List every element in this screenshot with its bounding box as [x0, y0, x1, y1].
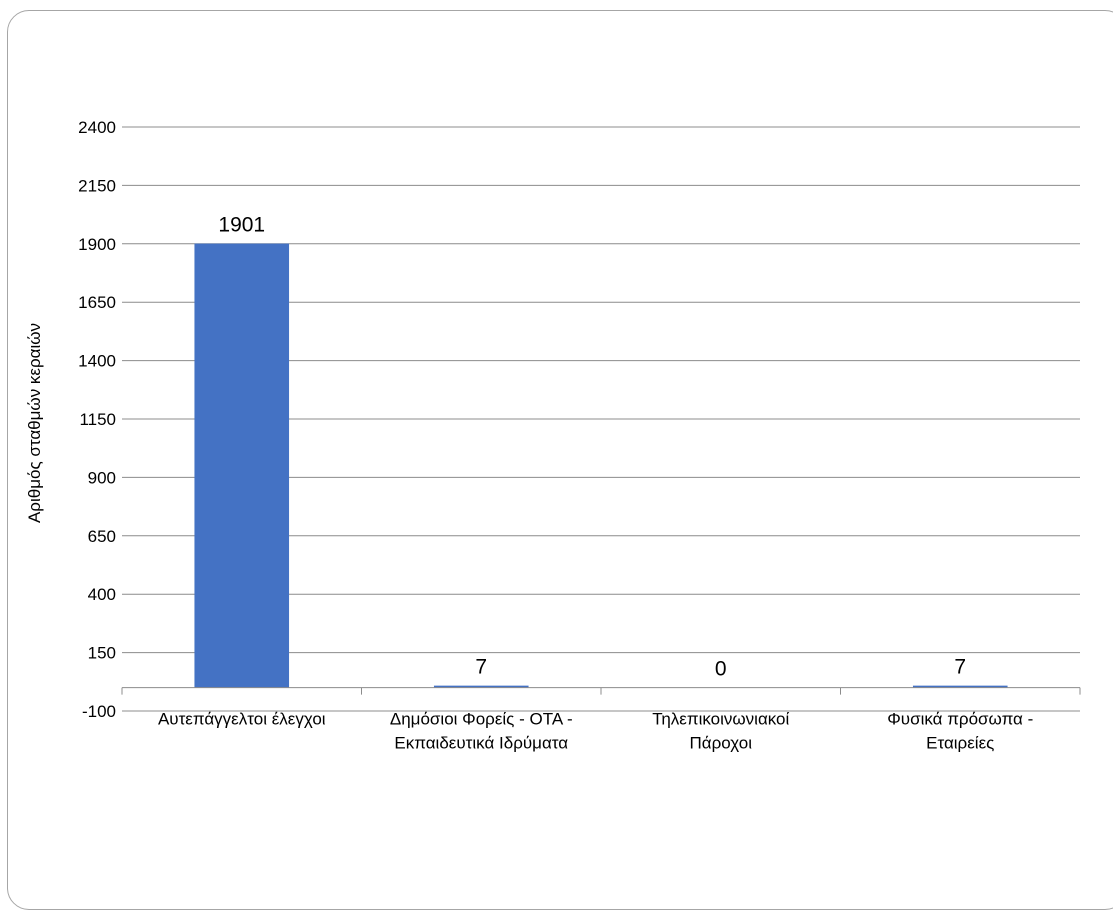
x-category-label: Φυσικά πρόσωπα -Εταιρείες [887, 710, 1033, 753]
data-label: 7 [954, 656, 966, 679]
bars [194, 243, 1008, 688]
y-tick-label: 1400 [78, 352, 116, 371]
y-tick-label: 2400 [78, 118, 116, 137]
y-tick-label: 400 [88, 585, 116, 604]
y-tick-label: 900 [88, 468, 116, 487]
y-tick-label: 1650 [78, 293, 116, 312]
y-tick-label: 1150 [79, 410, 116, 429]
x-category-label: Αυτεπάγγελτοι έλεγχοι [158, 710, 326, 729]
x-axis [121, 687, 1081, 695]
x-category-label: Τηλεπικοινωνιακοί Πάροχοι [652, 710, 789, 753]
data-label: 1901 [218, 214, 265, 237]
y-tick-label: 650 [88, 527, 116, 546]
bar [194, 243, 290, 688]
y-tick-label: -100 [82, 702, 116, 721]
y-tick-label: 150 [88, 644, 116, 663]
bar [912, 685, 1008, 688]
y-tick-label: 1900 [78, 235, 116, 254]
y-tick-label: 2150 [78, 176, 116, 195]
y-axis-title: Αριθμός σταθμών κεραιών [25, 323, 44, 523]
data-label: 0 [715, 658, 727, 681]
x-category-label: Δημόσιοι Φορείς - ΟΤΑ -Εκπαιδευτικά Ιδρύ… [390, 710, 573, 753]
labels: 2400 2150 1900 1650 1400 1150 900 650 400 150 -100… [78, 118, 1033, 753]
bar [433, 685, 529, 688]
data-label: 7 [475, 656, 487, 679]
chart-frame [7, 10, 1113, 910]
